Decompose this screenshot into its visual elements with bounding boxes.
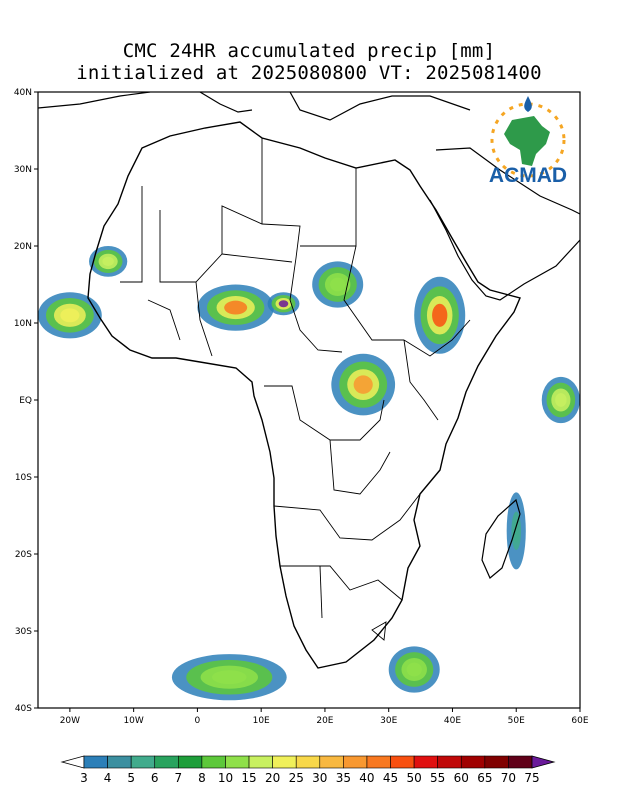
lon-tick-label: 60E: [571, 716, 588, 726]
lon-tick-label: 10E: [253, 716, 270, 726]
lon-tick-label: 50E: [508, 716, 525, 726]
precip-cell-sudan-central: [330, 277, 346, 292]
colorbar-high-arrow: [531, 755, 556, 769]
colorbar-label: 60: [454, 771, 469, 785]
lon-tick-label: 20W: [60, 716, 80, 726]
precip-cell-congo-basin: [353, 375, 373, 394]
lon-tick-label: 30E: [380, 716, 397, 726]
colorbar-label: 25: [289, 771, 304, 785]
colorbar-label: 8: [198, 771, 206, 785]
colorbar-swatch: [154, 755, 179, 769]
colorbar-swatch: [437, 755, 462, 769]
colorbar-swatch: [343, 755, 368, 769]
colorbar-label: 65: [477, 771, 492, 785]
precip-cell-madagascar-east: [513, 519, 520, 543]
lat-tick-label: 30N: [14, 165, 32, 175]
colorbar-low-arrow: [60, 755, 85, 769]
colorbar-label: 35: [336, 771, 351, 785]
map-frame-background: [38, 92, 580, 708]
precip-cell-south-atlantic-front: [212, 670, 247, 685]
arabia-coastline: [429, 147, 580, 301]
chart-title: CMC 24HR accumulated precip [mm]: [122, 40, 496, 62]
precip-cell-mauritania-band: [102, 256, 114, 267]
colorbar-label: 75: [524, 771, 539, 785]
lat-tick-label: 30S: [15, 627, 32, 637]
country-borders: [120, 138, 471, 641]
chart-subtitle: initialized at 2025080800 VT: 2025081400: [76, 62, 542, 84]
colorbar-label: 20: [265, 771, 280, 785]
colorbar-label: 5: [127, 771, 135, 785]
precip-cell-nigeria-niger: [224, 300, 248, 315]
colorbar-swatch: [107, 755, 132, 769]
colorbar-label: 40: [359, 771, 374, 785]
colorbar-label: 50: [406, 771, 421, 785]
africa-continent-sun-icon: [490, 96, 566, 178]
acmad-logo: ACMAD: [489, 96, 567, 187]
colorbar: 3 4 5 6 7 8 10 15 20 25 30 35 40 45 50 55 60 65 70 75: [60, 755, 556, 785]
precip-cell-indian-ocean-east: [555, 393, 567, 407]
colorbar-label: 30: [312, 771, 327, 785]
colorbar-swatch: [272, 755, 297, 769]
colorbar-label: 4: [104, 771, 112, 785]
colorbar-swatch: [508, 755, 533, 769]
precip-cell-south-africa-east: [406, 662, 422, 677]
precip-cell-lake-chad-core: [278, 300, 289, 308]
colorbar-label: 7: [174, 771, 182, 785]
colorbar-swatch: [178, 755, 203, 769]
colorbar-label: 55: [430, 771, 445, 785]
lon-tick-label: 10W: [123, 716, 143, 726]
colorbar-label: 10: [218, 771, 233, 785]
precip-cell-west-atlantic-sahel: [60, 308, 80, 323]
acmad-logo-text: ACMAD: [489, 164, 567, 187]
colorbar-label: 3: [80, 771, 88, 785]
lat-tick-label: 40N: [14, 88, 32, 98]
colorbar-label: 45: [383, 771, 398, 785]
lat-tick-label: 10S: [15, 473, 32, 483]
lon-tick-label: 40E: [444, 716, 461, 726]
colorbar-swatch: [366, 755, 391, 769]
colorbar-label: 6: [151, 771, 159, 785]
colorbar-swatch: [225, 755, 250, 769]
lon-tick-label: 0: [195, 716, 201, 726]
colorbar-swatch: [319, 755, 344, 769]
colorbar-swatch: [295, 755, 321, 769]
axis-ticks: 40N 30N 20N 10N EQ 10S 20S 30S 40S 20W 10W 0 10E 20E 3…: [14, 88, 589, 726]
africa-coastline: [87, 121, 521, 669]
lon-tick-label: 20E: [316, 716, 333, 726]
madagascar-coastline: [481, 498, 521, 579]
colorbar-swatch: [130, 755, 156, 769]
colorbar-swatch: [390, 755, 415, 769]
colorbar-swatch: [201, 755, 226, 769]
colorbar-swatch: [460, 755, 486, 769]
colorbar-swatch: [83, 755, 108, 769]
precip-cell-ethiopia-highlands: [432, 303, 448, 327]
lat-tick-label: 20N: [14, 242, 32, 252]
coastline-layer: [38, 92, 580, 669]
colorbar-swatch: [484, 755, 509, 769]
lat-tick-label: EQ: [19, 396, 32, 406]
colorbar-swatch: [413, 755, 438, 769]
precip-layer: [38, 246, 580, 701]
lat-tick-label: 10N: [14, 319, 32, 329]
lat-tick-label: 40S: [15, 704, 32, 714]
europe-coastline: [38, 92, 471, 121]
colorbar-swatch: [248, 755, 273, 769]
colorbar-label: 15: [241, 771, 256, 785]
colorbar-label: 70: [501, 771, 516, 785]
lat-tick-label: 20S: [15, 550, 32, 560]
